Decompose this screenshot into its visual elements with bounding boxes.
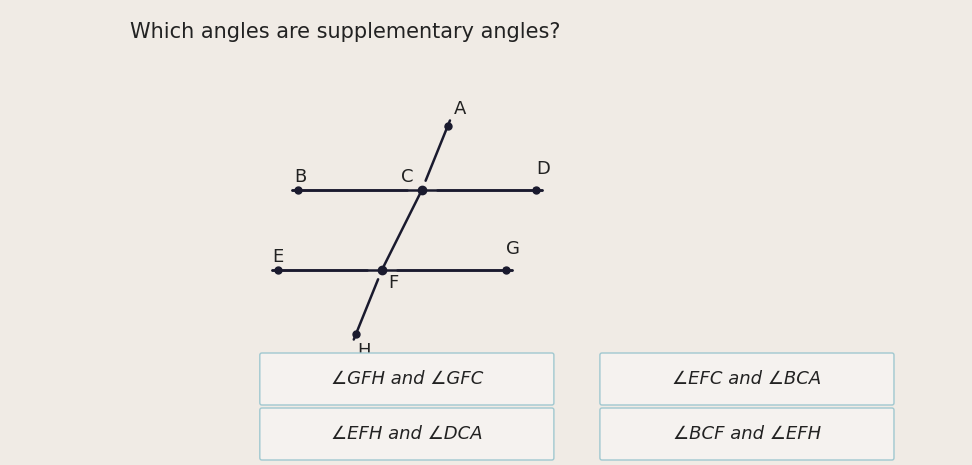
Text: C: C [401,168,414,186]
Text: E: E [272,248,284,266]
Text: Which angles are supplementary angles?: Which angles are supplementary angles? [130,22,560,42]
Text: A: A [454,100,467,119]
FancyBboxPatch shape [600,353,894,405]
Text: G: G [505,240,520,258]
Text: D: D [536,160,550,178]
FancyBboxPatch shape [260,408,554,460]
Text: ∠EFC and ∠BCA: ∠EFC and ∠BCA [673,370,821,388]
Text: F: F [388,274,399,292]
FancyBboxPatch shape [600,408,894,460]
Text: H: H [358,341,371,359]
Text: ∠GFH and ∠GFC: ∠GFH and ∠GFC [330,370,483,388]
Text: B: B [295,168,307,186]
Text: ∠EFH and ∠DCA: ∠EFH and ∠DCA [331,425,483,443]
Text: ∠BCF and ∠EFH: ∠BCF and ∠EFH [673,425,821,443]
FancyBboxPatch shape [260,353,554,405]
